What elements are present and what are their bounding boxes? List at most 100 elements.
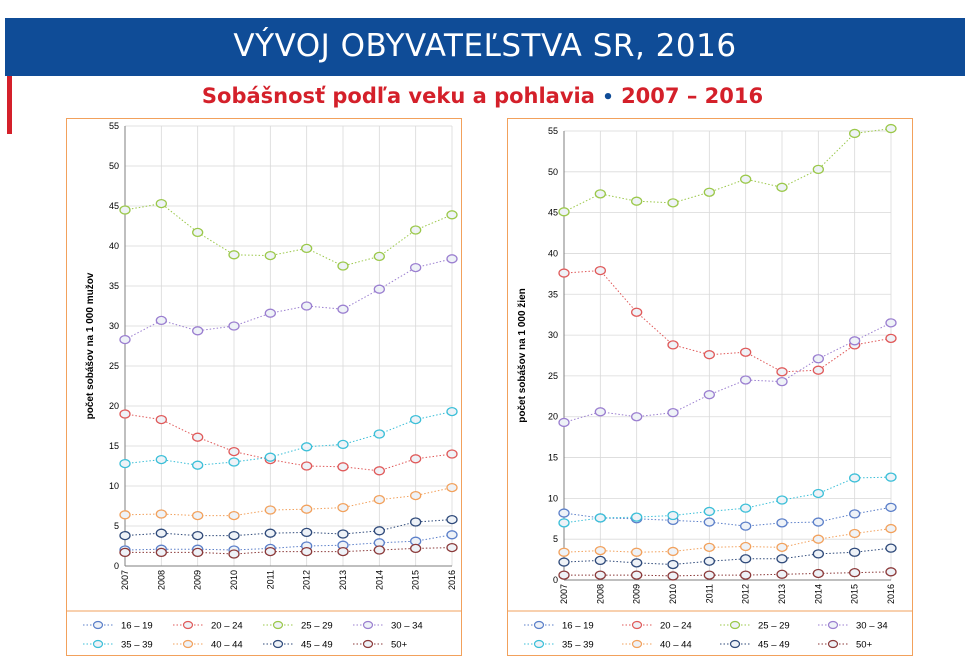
data-point	[410, 454, 422, 464]
legend-marker	[729, 639, 741, 649]
data-point	[337, 261, 349, 271]
data-point	[667, 198, 679, 208]
data-point	[703, 570, 715, 580]
legend-label: 50+	[856, 640, 873, 651]
data-point	[410, 262, 422, 273]
series-line	[124, 534, 453, 551]
data-point	[192, 460, 204, 470]
x-tick-label: 2010	[668, 584, 678, 604]
x-tick-label: 2007	[120, 570, 130, 590]
data-point	[885, 318, 897, 328]
data-point	[849, 528, 861, 539]
data-point	[849, 336, 861, 346]
data-point	[192, 547, 204, 558]
data-point	[446, 482, 458, 493]
series-line	[125, 547, 453, 555]
x-tick-label: 2011	[704, 584, 714, 603]
x-tick-label: 2008	[156, 570, 166, 590]
data-point	[594, 570, 606, 580]
x-tick-label: 2012	[302, 570, 312, 590]
data-point	[885, 543, 897, 553]
data-point	[776, 518, 788, 528]
series-line	[563, 322, 892, 423]
legend-label: 40 – 44	[211, 640, 243, 651]
data-point	[849, 128, 861, 139]
series-line	[563, 506, 892, 527]
chart-subtitle: Sobášnosť podľa veku a pohlavia • 2007 –…	[0, 84, 965, 108]
series-line	[563, 528, 892, 553]
data-point	[703, 556, 715, 566]
data-point	[119, 530, 131, 541]
data-point	[155, 528, 167, 538]
data-point	[301, 546, 313, 557]
data-point	[740, 570, 752, 580]
series-line	[124, 258, 453, 341]
legend-label: 30 – 34	[391, 621, 423, 632]
data-point	[885, 567, 897, 577]
data-point	[631, 558, 643, 568]
y-tick-label: 55	[548, 126, 558, 136]
data-point	[667, 546, 679, 557]
data-point	[812, 365, 824, 375]
data-point	[155, 509, 167, 519]
y-tick-label: 10	[109, 481, 119, 491]
x-tick-label: 2014	[813, 584, 823, 604]
data-point	[264, 546, 276, 557]
data-point	[667, 571, 679, 581]
x-tick-label: 2015	[411, 570, 421, 590]
series-line	[563, 270, 892, 373]
data-point	[228, 530, 240, 541]
data-point	[301, 461, 313, 471]
x-tick-label: 2010	[229, 570, 239, 590]
y-tick-label: 5	[553, 534, 558, 544]
legend-label: 20 – 24	[211, 621, 243, 632]
data-point	[119, 409, 131, 419]
x-tick-label: 2008	[595, 584, 605, 604]
y-tick-label: 50	[109, 161, 119, 171]
legend-marker	[182, 639, 194, 649]
data-point	[849, 509, 861, 519]
y-tick-label: 20	[548, 412, 558, 422]
data-point	[301, 442, 313, 452]
legend-marker	[729, 620, 741, 630]
data-point	[558, 207, 570, 217]
x-tick-label: 2015	[850, 584, 860, 604]
x-tick-label: 2016	[447, 570, 457, 590]
data-point	[337, 462, 349, 472]
data-point	[373, 494, 385, 505]
subtitle-years: 2007 – 2016	[621, 84, 764, 108]
subtitle-text: Sobášnosť podľa veku a pohlavia	[201, 84, 595, 108]
data-point	[812, 534, 824, 544]
y-tick-label: 15	[109, 441, 119, 451]
data-point	[192, 530, 204, 541]
legend-label: 40 – 44	[660, 640, 692, 651]
x-tick-label: 2014	[374, 570, 384, 590]
data-point	[631, 570, 643, 580]
data-point	[155, 414, 167, 425]
data-point	[812, 549, 824, 559]
y-tick-label: 45	[548, 208, 558, 218]
data-point	[594, 189, 606, 199]
y-tick-label: 45	[109, 201, 119, 211]
legend-marker	[92, 639, 104, 649]
data-point	[812, 517, 824, 527]
legend-marker	[827, 620, 839, 630]
legend-marker	[362, 620, 374, 630]
x-tick-label: 2013	[338, 570, 348, 590]
data-point	[446, 210, 458, 220]
x-tick-label: 2009	[193, 570, 203, 590]
data-point	[337, 529, 349, 539]
y-tick-label: 35	[109, 281, 119, 291]
data-point	[264, 308, 276, 318]
data-point	[373, 429, 385, 439]
y-tick-label: 40	[109, 241, 119, 251]
data-point	[885, 472, 897, 482]
data-point	[594, 555, 606, 566]
data-point	[410, 414, 422, 425]
series-line	[563, 128, 892, 213]
series-line	[563, 476, 892, 524]
data-point	[410, 517, 422, 527]
y-tick-label: 0	[114, 561, 119, 571]
data-point	[776, 569, 788, 579]
data-point	[885, 502, 897, 512]
